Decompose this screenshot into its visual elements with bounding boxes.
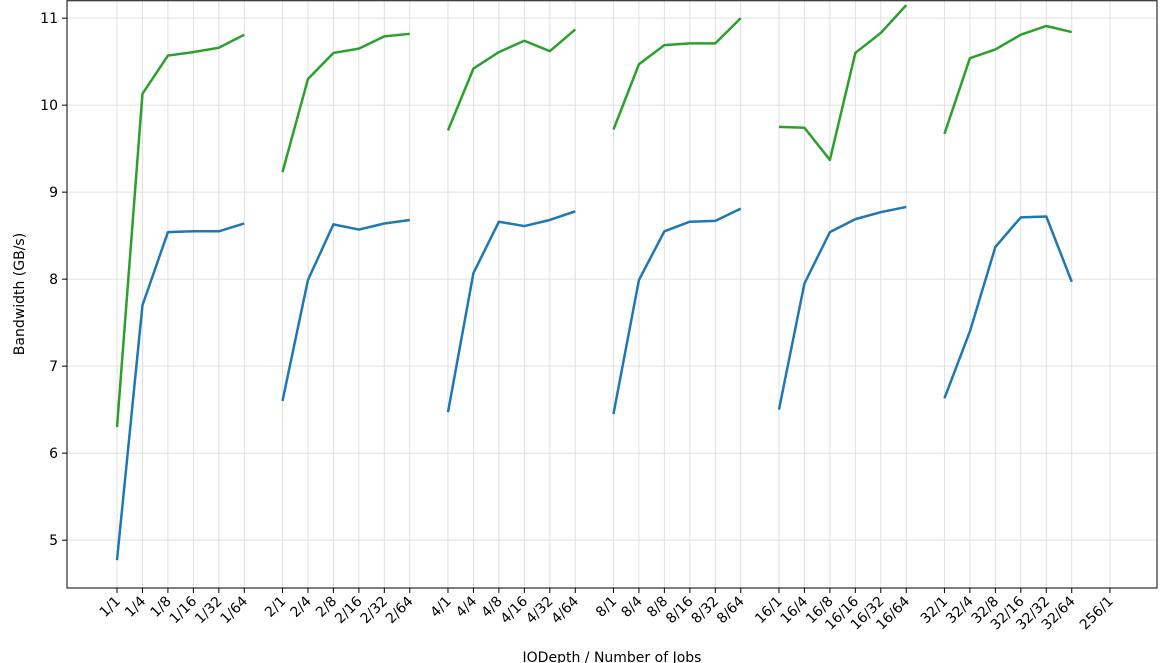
series-line <box>612 17 742 130</box>
x-tick-label: 16/1 <box>752 594 786 628</box>
x-tick-label: 1/64 <box>218 593 252 627</box>
series-line <box>281 32 410 173</box>
x-axis-label: IODepth / Number of Jobs <box>523 650 702 663</box>
series-line <box>446 210 576 413</box>
plot-frame <box>66 0 1158 589</box>
x-tick-label: 1/4 <box>122 593 149 620</box>
x-tick-label: 8/1 <box>593 594 620 621</box>
x-tick-label: 2/1 <box>262 594 289 621</box>
series-line <box>777 205 907 410</box>
series-line <box>778 4 908 162</box>
y-tick-label: 9 <box>49 185 58 201</box>
y-tick-label: 10 <box>40 98 58 114</box>
x-tick-label: 2/32 <box>358 594 392 628</box>
y-tick-label: 11 <box>40 11 58 27</box>
x-tick-label: 4/1 <box>428 594 455 621</box>
x-tick-label: 1/32 <box>192 594 226 628</box>
y-axis-label: Bandwidth (GB/s) <box>12 233 28 355</box>
y-tick-label: 5 <box>49 533 58 549</box>
series-line <box>943 24 1073 135</box>
x-tick-label: 2/16 <box>332 593 366 627</box>
series-line <box>612 207 742 415</box>
series-line <box>281 218 410 402</box>
x-tick-label: 1/1 <box>97 594 124 621</box>
series-line <box>943 215 1073 399</box>
series-line <box>446 28 577 131</box>
y-tick-label: 6 <box>49 446 58 462</box>
x-tick-label: 4/16 <box>498 593 532 627</box>
x-tick-label: 2/64 <box>383 593 417 627</box>
y-tick-label: 7 <box>49 359 58 375</box>
x-tick-label: 4/4 <box>453 593 480 620</box>
series-line <box>115 222 245 561</box>
x-tick-label: 2/4 <box>288 593 315 620</box>
x-tick-label: 4/32 <box>523 594 557 628</box>
x-tick-label: 16/4 <box>778 593 812 627</box>
x-tick-label: 8/16 <box>663 593 697 627</box>
x-tick-label: 4/64 <box>549 593 583 627</box>
x-tick-label: 32/4 <box>943 593 977 627</box>
x-tick-label: 8/64 <box>714 593 748 627</box>
x-tick-label: 8/4 <box>619 593 646 620</box>
x-tick-label: 1/16 <box>167 593 201 627</box>
x-tick-label: 256/1 <box>1077 594 1117 634</box>
x-tick-label: 32/1 <box>918 594 952 628</box>
x-tick-label: 8/32 <box>689 594 723 628</box>
y-tick-label: 8 <box>49 272 58 288</box>
series-line <box>115 33 245 428</box>
